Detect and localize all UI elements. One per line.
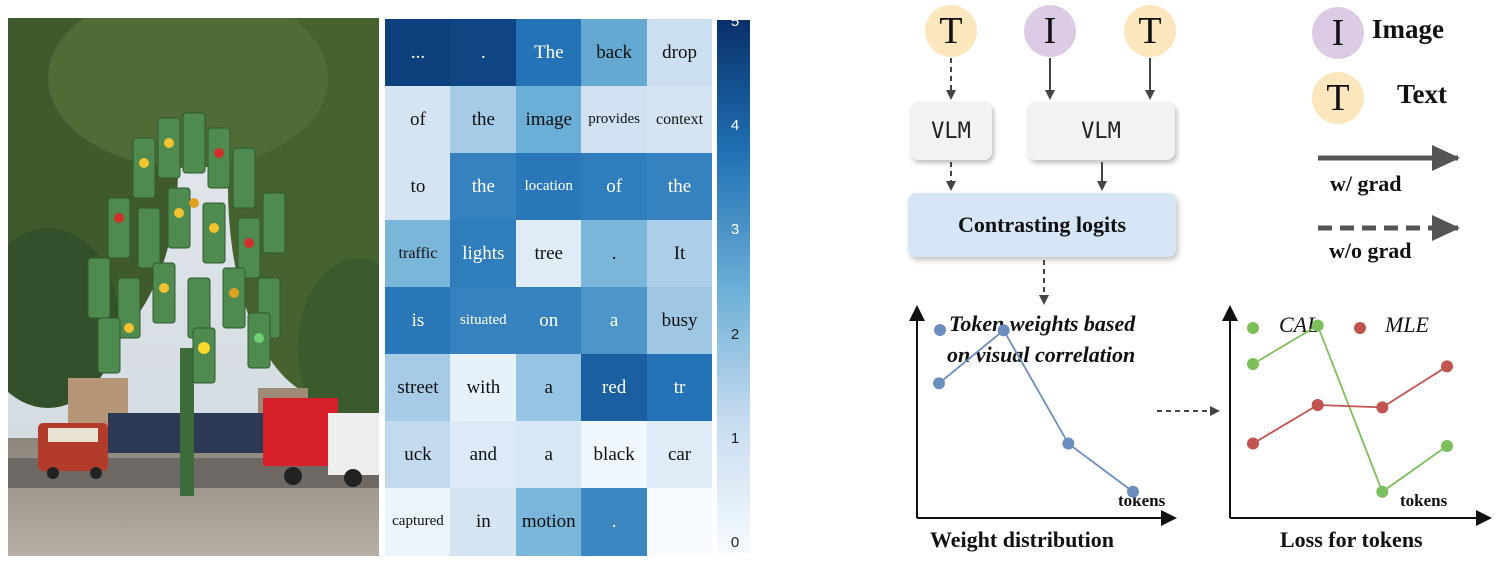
heatmap-cell: motion <box>515 488 582 556</box>
data-point <box>1247 437 1259 450</box>
heatmap-cell: lights <box>450 220 517 288</box>
legend-image-label: Image <box>1372 14 1444 44</box>
data-point <box>997 324 1010 337</box>
heatmap-cell: a <box>515 354 582 422</box>
heatmap-cell: to <box>385 153 451 221</box>
heatmap-cell: on <box>515 287 582 355</box>
data-point <box>1247 358 1259 371</box>
heatmap-cell: drop <box>646 19 713 87</box>
heatmap-cell: of <box>581 153 648 221</box>
weight-legend-dot <box>934 324 946 336</box>
colorbar-tick-label: 3 <box>730 221 740 239</box>
data-point <box>1127 485 1139 498</box>
data-point <box>1441 439 1453 452</box>
heatmap-cell: back <box>581 19 648 87</box>
colorbar-tick-label: 0 <box>730 534 740 551</box>
weight-legend-line-1: Token weights based <box>949 311 1136 336</box>
heatmap-cell: a <box>581 287 648 355</box>
data-point <box>1311 319 1324 332</box>
heatmap-cell: . <box>450 19 517 87</box>
data-point <box>1376 401 1389 414</box>
token-attention-heatmap: .... The back drop of the image provides context… <box>385 19 713 556</box>
traffic-light-tree-photo <box>8 18 379 556</box>
right-chart-caption: Loss for tokens <box>1280 527 1423 552</box>
heatmap-cell: the <box>450 86 517 154</box>
contrasting-logits-box: Contrasting logits <box>908 193 1176 257</box>
loss-for-tokens-chart <box>1247 319 1453 498</box>
heatmap-cell: tree <box>515 220 582 288</box>
heatmap-cell: The <box>515 19 582 87</box>
heatmap-cell: . <box>581 220 648 288</box>
series-line <box>1252 324 1448 494</box>
data-point <box>1376 485 1389 498</box>
data-point <box>1311 398 1324 411</box>
heatmap-cell: and <box>450 421 517 489</box>
heatmap-cell: with <box>450 354 517 422</box>
heatmap-cell: ... <box>385 19 451 87</box>
legend-with-grad-label: w/ grad <box>1330 171 1402 196</box>
heatmap-cell: context <box>646 86 713 154</box>
image-input-circle: I <box>1024 5 1076 57</box>
vlm-box-2: VLM <box>1027 102 1175 160</box>
heatmap-cell: car <box>646 421 713 489</box>
mle-legend-dot <box>1354 322 1366 334</box>
heatmap-cell: traffic <box>385 220 451 288</box>
heatmap-cell: tr <box>646 354 713 422</box>
heatmap-cell: street <box>385 354 451 422</box>
weight-legend-line-2: on visual correlation <box>947 342 1136 367</box>
text-input-circle-1: T <box>925 5 977 57</box>
data-point <box>1062 437 1075 450</box>
heatmap-cell: the <box>646 153 713 221</box>
legend-text-circle: T <box>1312 72 1364 124</box>
weight-distribution-chart <box>933 324 1139 498</box>
vlm-box-1: VLM <box>910 102 992 160</box>
colorbar-tick-label: 4 <box>730 117 740 135</box>
heatmap-colorbar <box>717 20 750 554</box>
text-input-circle-2: T <box>1124 5 1176 57</box>
mle-legend-label: MLE <box>1385 312 1429 337</box>
right-x-axis-label: tokens <box>1400 491 1448 510</box>
heatmap-cell: the <box>450 153 517 221</box>
heatmap-cell: . <box>581 488 648 556</box>
data-point <box>933 377 945 390</box>
left-chart-caption: Weight distribution <box>930 527 1114 552</box>
heatmap-cell: image <box>515 86 582 154</box>
heatmap-cell: red <box>581 354 648 422</box>
heatmap-cell: uck <box>385 421 451 489</box>
series-line <box>1252 365 1448 445</box>
heatmap-cell: provides <box>581 86 648 154</box>
series-line <box>938 328 1134 493</box>
heatmap-cell: black <box>581 421 648 489</box>
colorbar-tick-label: 2 <box>730 325 740 343</box>
legend-text-label: Text <box>1397 79 1448 109</box>
legend-image-circle: I <box>1312 7 1364 59</box>
data-point <box>1441 360 1453 373</box>
heatmap-cell: of <box>385 86 451 154</box>
heatmap-cell: situated <box>450 287 517 355</box>
colorbar-tick-label: 1 <box>730 429 740 447</box>
heatmap-cell: a <box>515 421 582 489</box>
heatmap-cell: It <box>646 220 713 288</box>
cal-legend-dot <box>1247 322 1259 334</box>
heatmap-cell: location <box>515 153 582 221</box>
heatmap-cell: in <box>450 488 517 556</box>
legend-without-grad-label: w/o grad <box>1329 238 1412 263</box>
heatmap-cell: captured <box>385 488 451 556</box>
heatmap-cell: busy <box>646 287 713 355</box>
heatmap-cell <box>646 488 713 556</box>
colorbar-tick-label: 5 <box>730 13 740 30</box>
heatmap-cell: is <box>385 287 451 355</box>
